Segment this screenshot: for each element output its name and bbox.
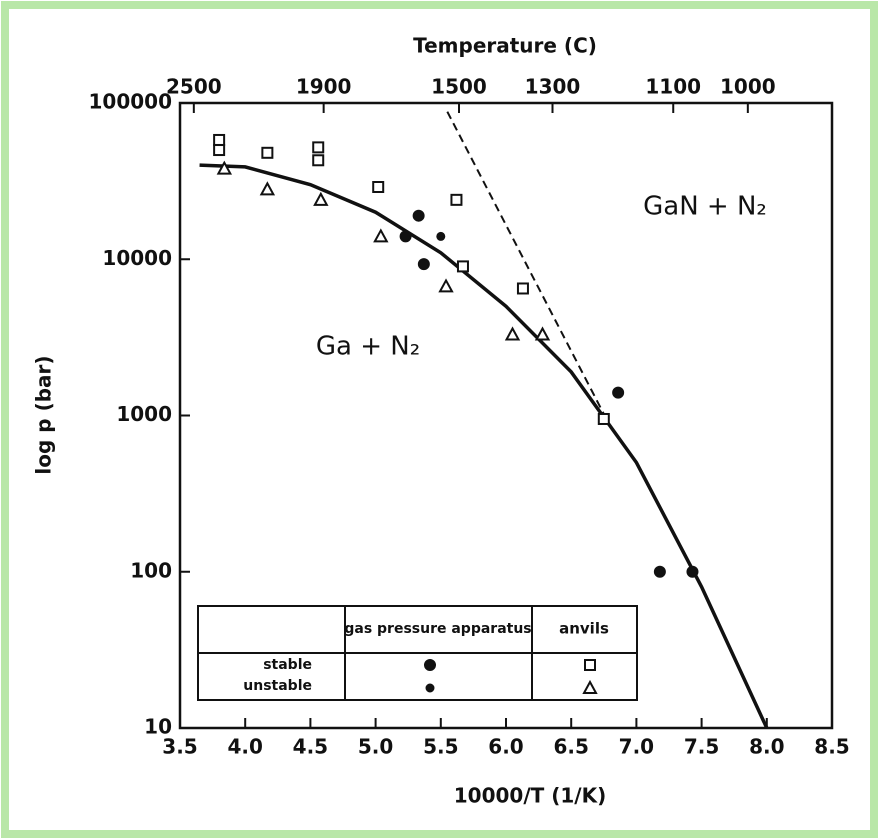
top-tick-label: 1100 (645, 75, 701, 99)
y-tick-label: 100 (130, 558, 172, 582)
top-axis-title: Temperature (C) (413, 34, 597, 58)
point (213, 133, 226, 146)
point (312, 141, 325, 154)
legend-table (197, 605, 638, 701)
x-tick-label: 8.0 (749, 735, 784, 759)
point (313, 191, 329, 206)
y-tick-label: 10000 (102, 246, 172, 270)
curve (446, 111, 608, 420)
x-tick-label: 5.5 (423, 735, 458, 759)
annotation: GaN + N₂ (643, 192, 767, 222)
x-tick-label: 3.5 (162, 735, 197, 759)
legend-marker (425, 683, 435, 693)
x-tick-label: 8.5 (814, 735, 849, 759)
x-tick-label: 6.5 (553, 735, 588, 759)
point (412, 209, 425, 222)
point (612, 386, 625, 399)
point (686, 565, 699, 578)
point (516, 282, 529, 295)
point (534, 326, 551, 341)
point (436, 231, 446, 241)
point (456, 260, 469, 273)
legend-row: stable (263, 657, 312, 673)
x-axis-label: 10000/T (1/K) (454, 784, 607, 808)
point (259, 181, 276, 196)
y-tick-label: 1000 (116, 402, 172, 426)
point (312, 154, 325, 167)
x-tick-label: 4.5 (293, 735, 328, 759)
top-tick-label: 1500 (431, 75, 487, 99)
point (653, 565, 666, 578)
legend-marker (424, 659, 436, 671)
x-tick-label: 6.0 (488, 735, 523, 759)
top-tick-label: 1000 (720, 75, 776, 99)
curve (199, 163, 769, 729)
legend-column: gas pressure apparatus (344, 621, 531, 637)
x-tick-label: 7.0 (619, 735, 654, 759)
legend-column: anvils (559, 620, 609, 638)
point (372, 181, 385, 194)
x-tick-label: 4.0 (227, 735, 262, 759)
legend-marker (582, 679, 598, 694)
x-tick-label: 7.5 (684, 735, 719, 759)
point (216, 160, 233, 175)
point (373, 228, 389, 243)
point (261, 146, 274, 159)
top-tick-label: 2500 (166, 75, 222, 99)
annotation: Ga + N₂ (316, 332, 420, 362)
top-tick-label: 1300 (525, 75, 581, 99)
point (417, 258, 430, 271)
legend-marker (584, 659, 596, 671)
point (450, 193, 463, 206)
x-tick-label: 5.0 (358, 735, 393, 759)
legend-row: unstable (243, 678, 312, 694)
point (213, 144, 226, 157)
y-axis-label: log p (bar) (32, 355, 56, 474)
point (438, 278, 454, 293)
point (504, 326, 521, 341)
y-tick-label: 100000 (89, 90, 173, 114)
point (399, 230, 412, 243)
y-tick-label: 10 (144, 715, 172, 739)
point (597, 412, 610, 425)
top-tick-label: 1900 (296, 75, 352, 99)
